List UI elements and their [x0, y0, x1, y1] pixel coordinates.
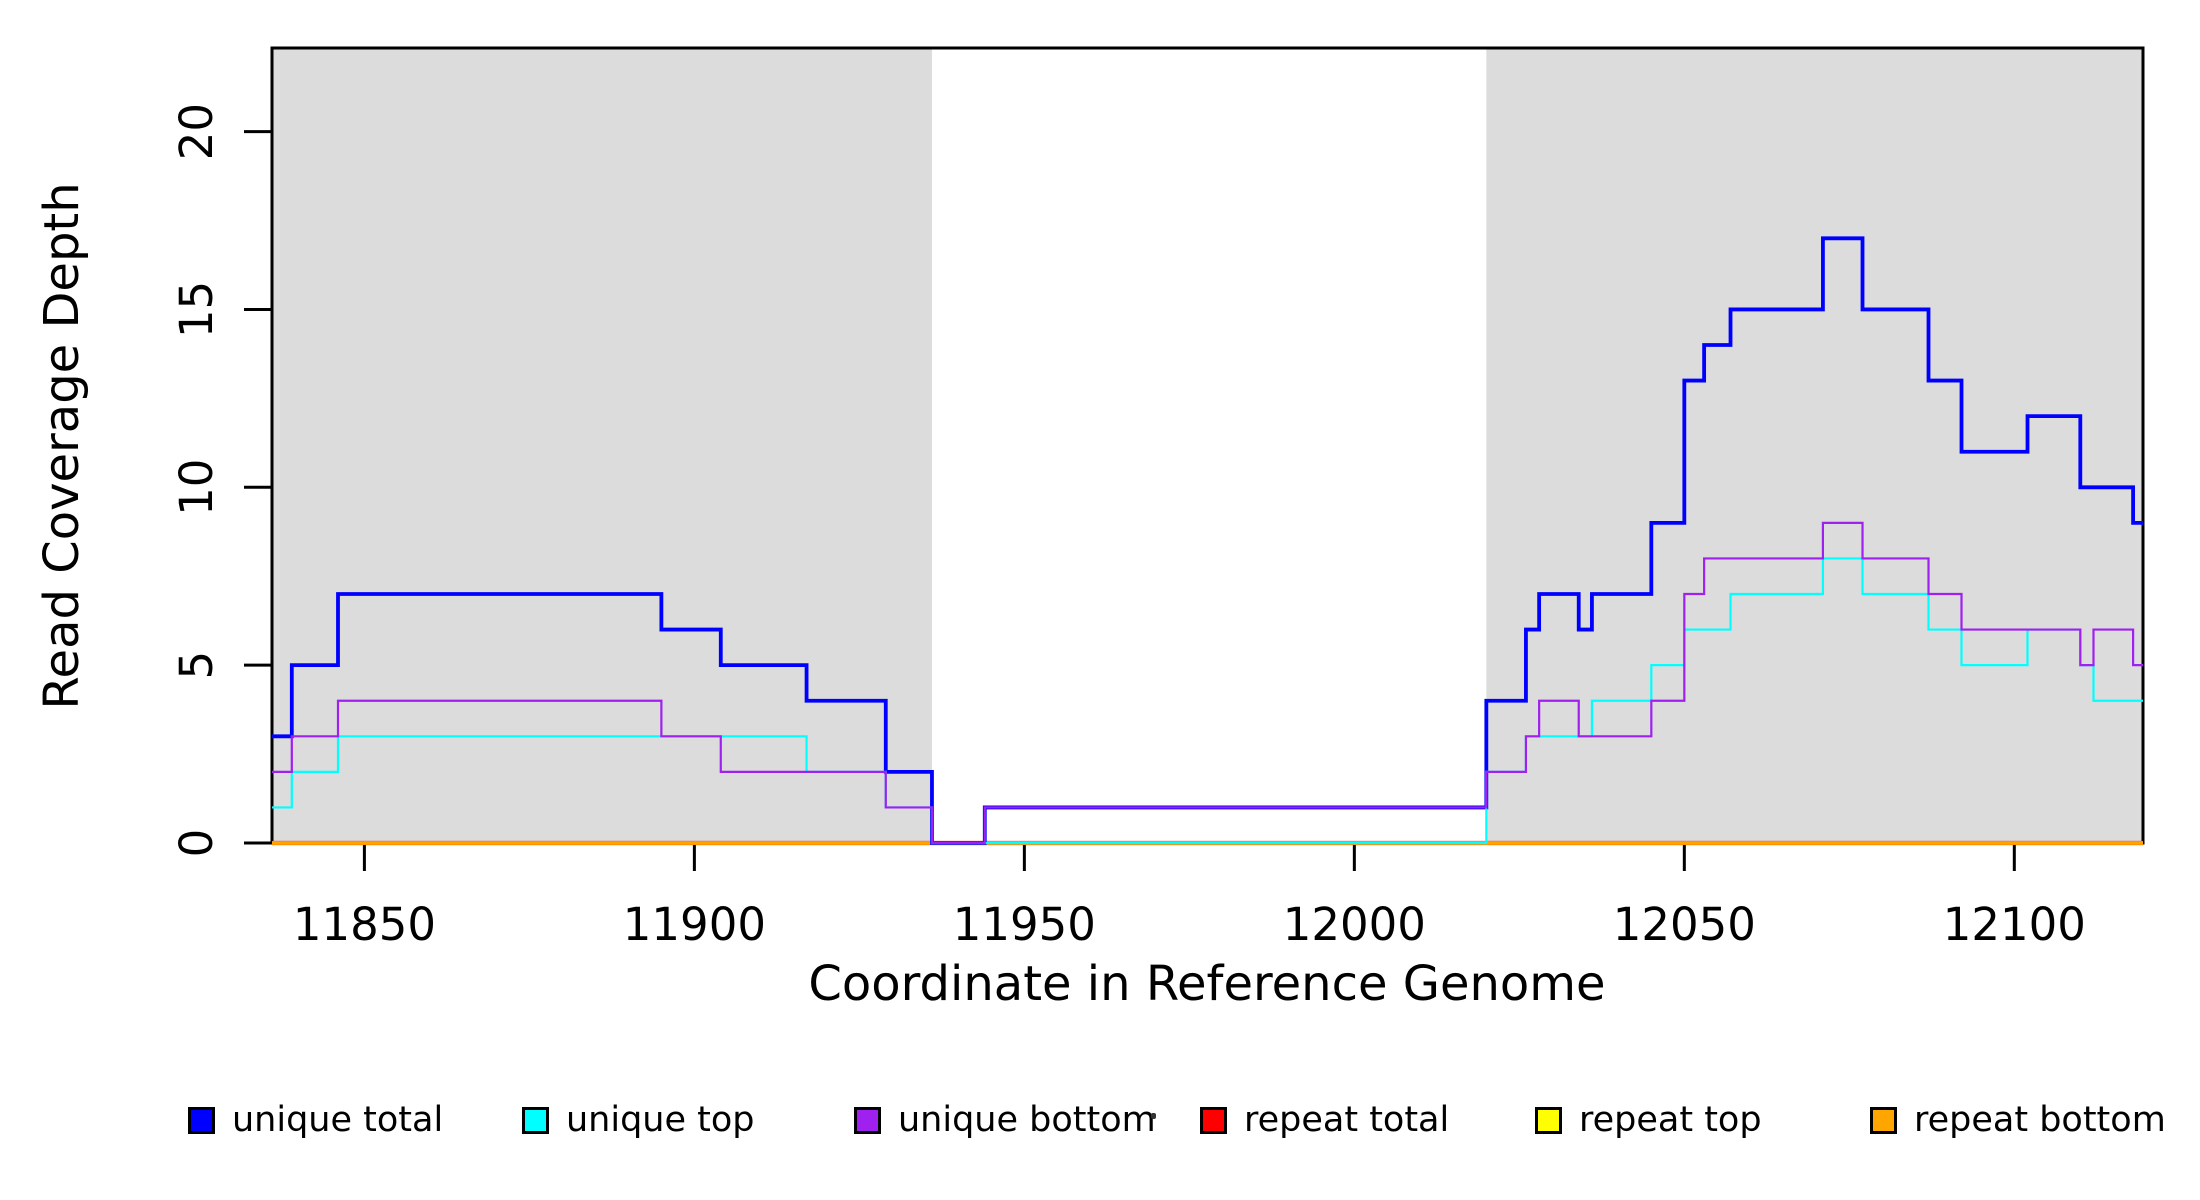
stray-dot-mark [1151, 1113, 1156, 1119]
legend-entry-unique-top: unique top [522, 1100, 755, 1140]
legend-entry-unique-total: unique total [188, 1100, 443, 1140]
x-tick-label: 11950 [953, 898, 1096, 951]
legend-label: unique bottom [898, 1100, 1156, 1140]
shaded-regions [272, 48, 2143, 843]
x-tick-label: 11900 [623, 898, 766, 951]
x-axis-title: Coordinate in Reference Genome [808, 956, 1605, 1012]
legend-swatch-unique-top [522, 1106, 549, 1134]
y-tick-label: 20 [170, 103, 223, 160]
legend-entry-repeat-top: repeat top [1535, 1100, 1762, 1140]
legend-swatch-repeat-bottom [1870, 1106, 1897, 1134]
axis-ticks: 11850 11900 11950 12000 12050 12100 0 5 10 15 20 [170, 103, 2086, 951]
legend-label: unique top [566, 1100, 755, 1140]
y-tick-label: 15 [170, 281, 223, 338]
legend-swatch-repeat-top [1535, 1106, 1562, 1134]
x-tick-label: 12100 [1943, 898, 2086, 951]
series-unique-bottom [272, 521, 2143, 845]
legend-entry-repeat-bottom: repeat bottom [1870, 1100, 2166, 1140]
x-tick-label: 12000 [1283, 898, 1426, 951]
legend-swatch-unique-bottom [854, 1106, 881, 1134]
y-axis-title: Read Coverage Depth [34, 182, 90, 709]
legend-label: unique total [232, 1100, 444, 1140]
repeat-region-right [1486, 48, 2143, 843]
legend: unique total unique top unique bottom repea… [0, 1100, 2200, 1160]
series-unique-total [272, 236, 2143, 845]
legend-swatch-unique-total [188, 1106, 215, 1134]
y-tick-label: 0 [170, 829, 223, 858]
legend-label: repeat total [1244, 1100, 1450, 1140]
legend-label: repeat bottom [1914, 1100, 2166, 1140]
legend-entry-unique-bottom: unique bottom [854, 1100, 1156, 1140]
repeat-region-left [272, 48, 932, 843]
x-tick-label: 12050 [1613, 898, 1756, 951]
y-tick-label: 5 [170, 651, 223, 680]
legend-entry-repeat-total: repeat total [1200, 1100, 1449, 1140]
legend-swatch-repeat-total [1200, 1106, 1227, 1134]
y-tick-label: 10 [170, 459, 223, 516]
data-series [272, 236, 2143, 846]
legend-label: repeat top [1579, 1100, 1762, 1140]
x-tick-label: 11850 [293, 898, 436, 951]
